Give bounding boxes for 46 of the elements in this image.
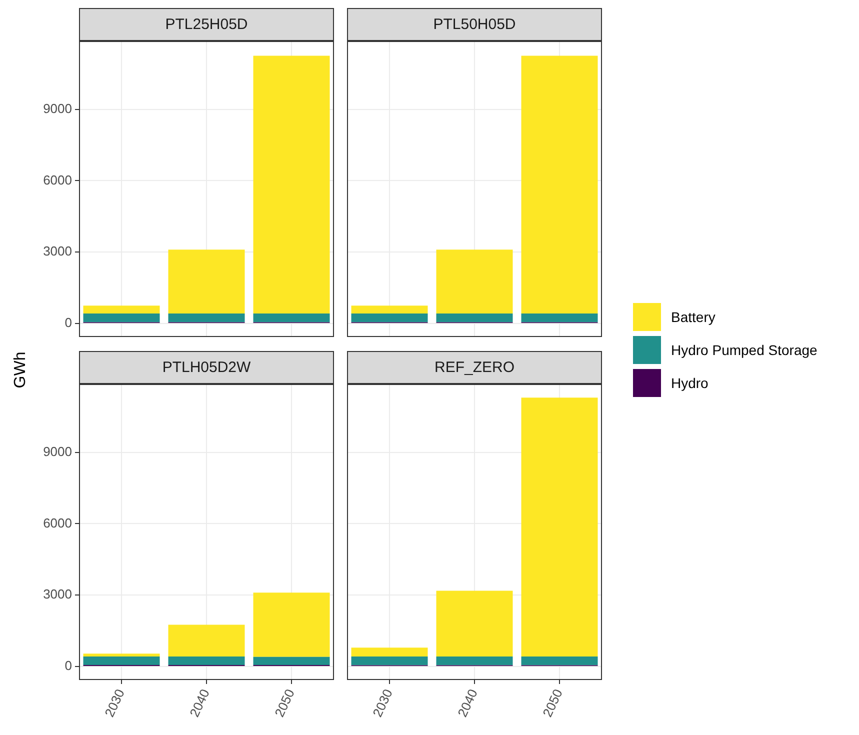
bar xyxy=(83,313,160,322)
legend-label: Battery xyxy=(671,309,716,325)
chart-title: PTL50H05D xyxy=(347,8,602,41)
chart-title: REF_ZERO xyxy=(347,351,602,384)
bar xyxy=(521,398,598,656)
y-tick-label: 6000 xyxy=(43,172,72,188)
bar xyxy=(168,250,245,314)
bar xyxy=(436,590,513,656)
x-tick-label: 2040 xyxy=(186,686,212,720)
bar xyxy=(351,656,428,666)
x-tick-label: 2030 xyxy=(370,686,396,720)
y-axis-title: GWh xyxy=(12,352,30,388)
y-tick-label: 3000 xyxy=(43,244,72,259)
x-tick-label: 2040 xyxy=(454,686,480,720)
bar xyxy=(351,313,428,322)
legend-label: Hydro Pumped Storage xyxy=(671,342,818,358)
bar xyxy=(253,592,330,657)
bar xyxy=(521,56,598,314)
x-tick-label: 2050 xyxy=(272,686,298,720)
bar xyxy=(253,56,330,314)
y-tick-label: 6000 xyxy=(43,515,72,530)
bar xyxy=(521,313,598,322)
bar xyxy=(351,648,428,656)
y-tick-label: 9000 xyxy=(43,100,72,116)
bar xyxy=(83,654,160,656)
bar xyxy=(253,656,330,666)
x-tick-label: 2050 xyxy=(540,686,566,720)
y-tick-label: 0 xyxy=(64,658,72,674)
bar xyxy=(168,624,245,656)
y-tick-label: 3000 xyxy=(43,586,72,602)
bar xyxy=(436,656,513,666)
bar xyxy=(521,656,598,666)
bar xyxy=(253,313,330,322)
bar xyxy=(83,306,160,314)
bar xyxy=(436,250,513,314)
y-tick-label: 9000 xyxy=(43,444,72,459)
chart-title: PTL25H05D xyxy=(79,8,334,41)
legend-label: Hydro xyxy=(671,375,708,391)
y-tick-label: 0 xyxy=(64,315,72,330)
bar xyxy=(436,313,513,322)
bar xyxy=(83,656,160,666)
bar xyxy=(351,306,428,314)
x-tick-label: 2030 xyxy=(102,686,128,720)
bar xyxy=(168,313,245,322)
bar xyxy=(168,656,245,666)
chart-title: PTLH05D2W xyxy=(79,351,334,384)
